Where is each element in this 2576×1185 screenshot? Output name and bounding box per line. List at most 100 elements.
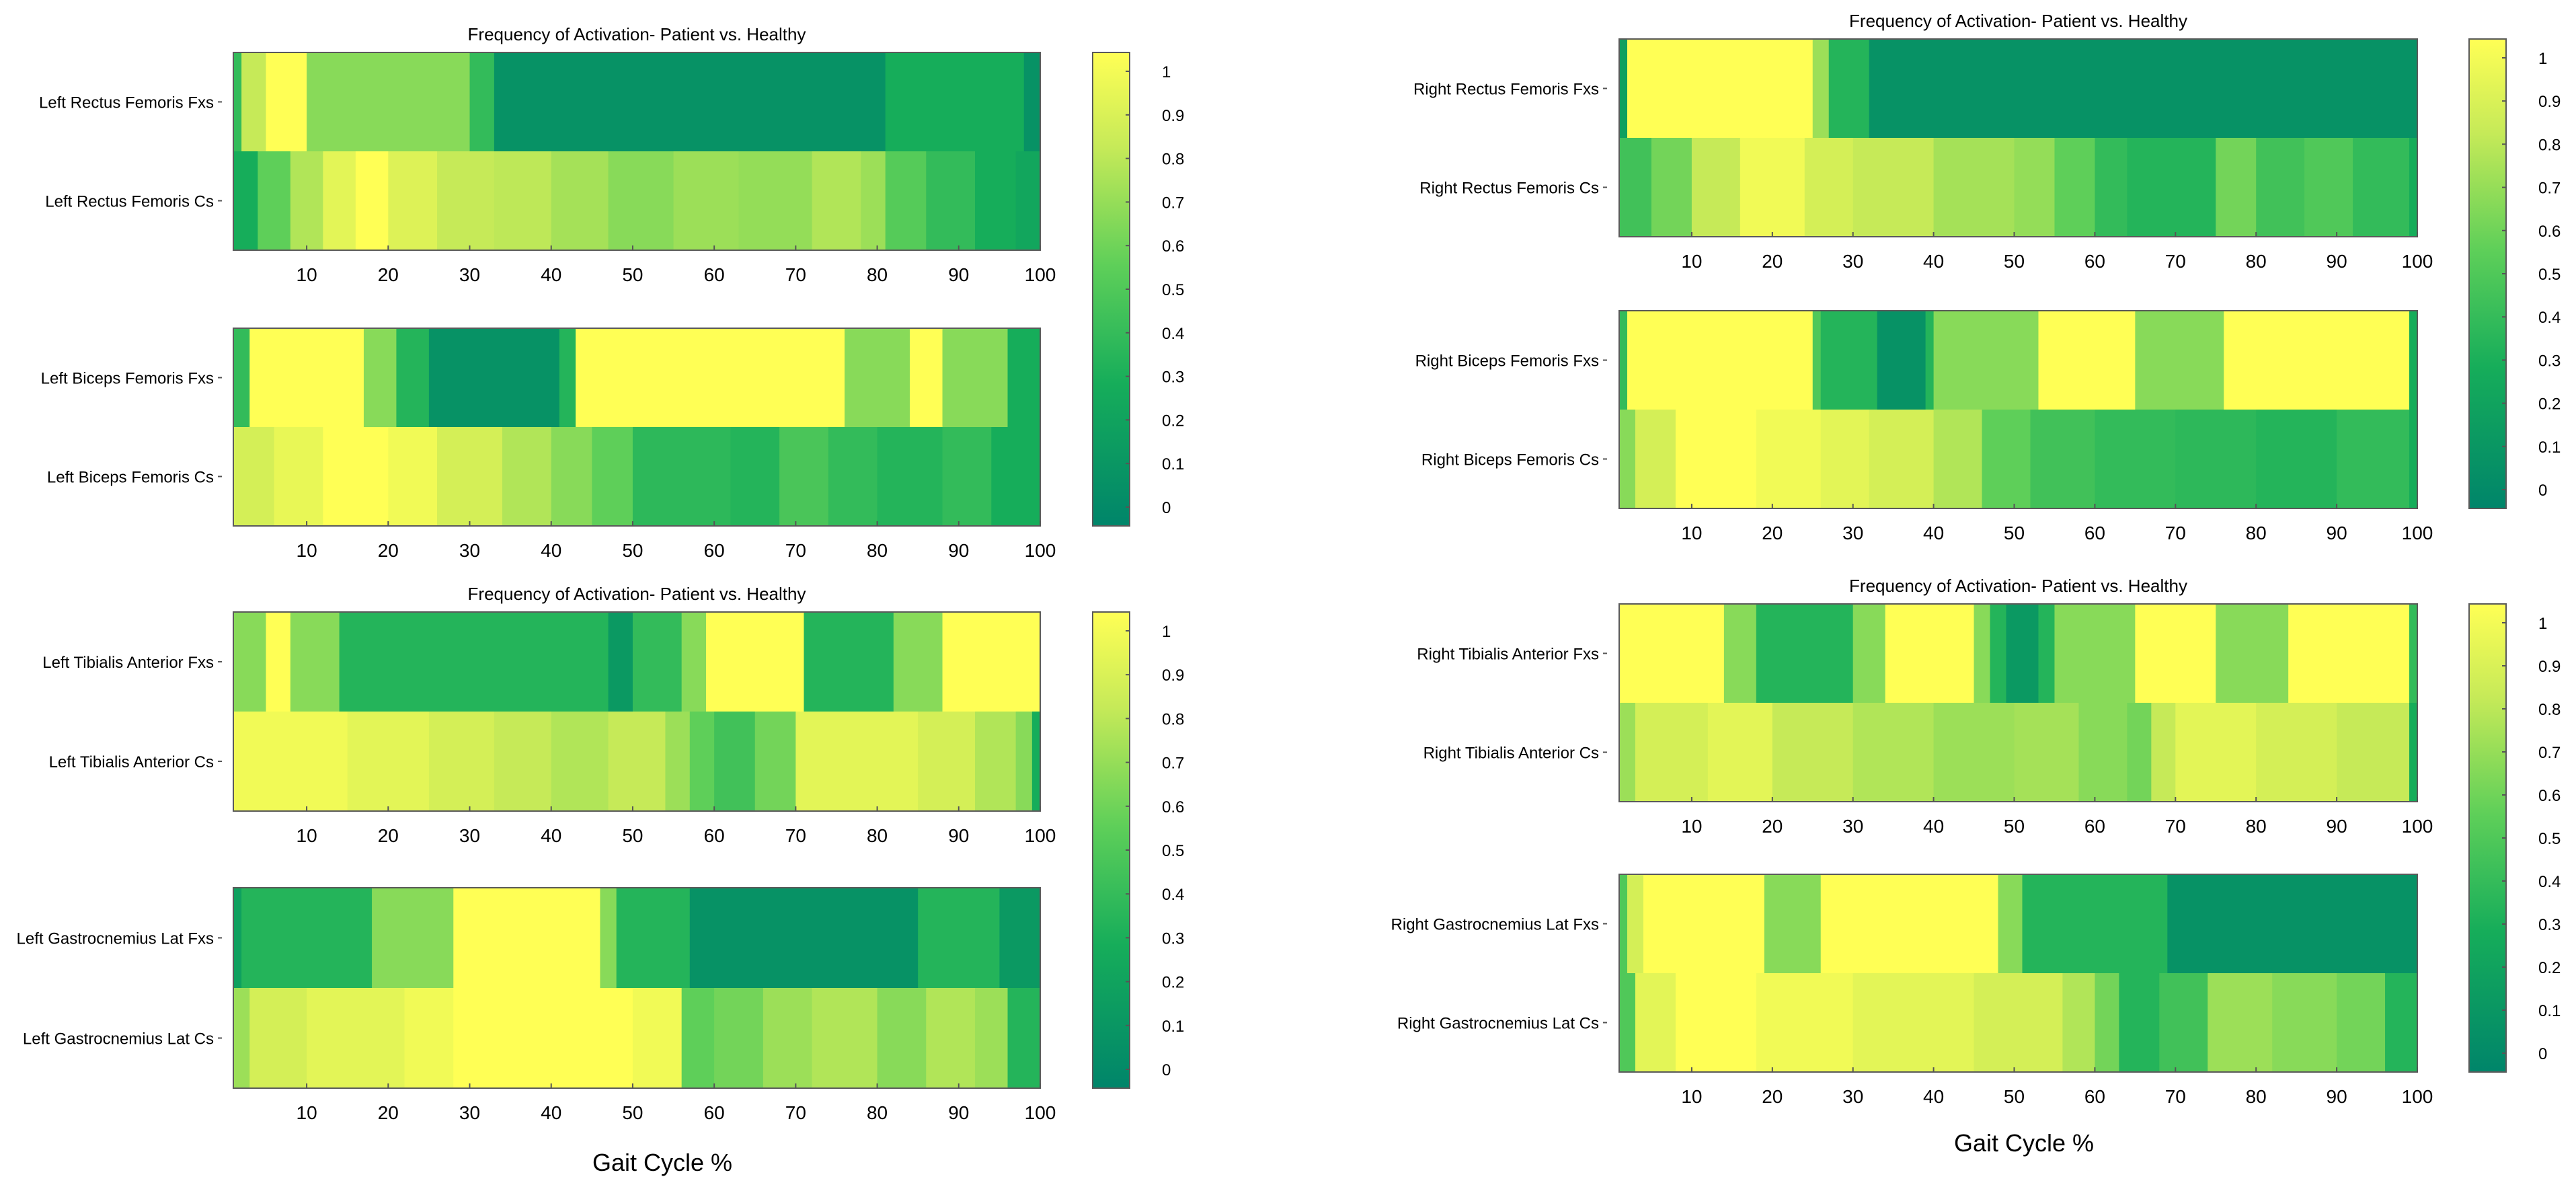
heatmap-cell xyxy=(1015,151,1041,250)
heatmap-cell xyxy=(812,151,861,250)
heatmap-cell xyxy=(795,712,919,811)
heatmap-cell xyxy=(274,427,323,526)
x-tick-label: 20 xyxy=(1762,523,1783,543)
x-tick-label: 40 xyxy=(1923,251,1944,272)
heatmap-cell xyxy=(233,888,242,988)
heatmap-cell xyxy=(1982,410,2031,508)
colorbar-tick-label: 0.2 xyxy=(2538,959,2561,977)
heatmap-cell xyxy=(551,712,609,811)
heatmap-cell xyxy=(453,988,633,1088)
heatmap-cell xyxy=(665,712,691,811)
heatmap-row xyxy=(1619,973,2418,1072)
heatmap-cell xyxy=(608,151,674,250)
x-tick-label: 30 xyxy=(1842,1086,1863,1107)
x-tick-label: 70 xyxy=(2165,523,2186,543)
heatmap-cell xyxy=(1990,604,2007,703)
plot-frame xyxy=(1618,603,2418,802)
x-tick-label: 80 xyxy=(867,264,888,285)
heatmap-cell xyxy=(1651,138,1692,237)
colorbar-tick-label: 0.6 xyxy=(2538,787,2561,805)
colorbar-tick-label: 0.1 xyxy=(1162,1018,1184,1036)
heatmap-cell xyxy=(1933,311,2039,410)
heatmap-cell xyxy=(999,888,1041,988)
heatmap-cell xyxy=(576,328,845,427)
row-label: Right Tibialis Anterior Cs xyxy=(1423,744,1599,763)
colorbar-tick-label: 0.4 xyxy=(2538,309,2561,327)
colorbar-tick-label: 0.4 xyxy=(2538,873,2561,891)
heatmap-cell xyxy=(706,612,805,712)
heatmap-cell xyxy=(1756,973,1854,1072)
colorbar-tick-label: 0.6 xyxy=(2538,223,2561,241)
heatmap-cell xyxy=(2409,311,2418,410)
x-tick-label: 60 xyxy=(704,1102,725,1123)
heatmap-cell xyxy=(1812,39,1830,138)
heatmap-cell xyxy=(975,151,1017,250)
heatmap-cell xyxy=(2216,604,2289,703)
colorbar-tick-label: 0.3 xyxy=(2538,352,2561,370)
heatmap-panel-right-bf: Right Biceps Femoris Fxs Right Biceps Fem… xyxy=(1415,310,2433,543)
heatmap-cell xyxy=(437,151,495,250)
heatmap-cell xyxy=(249,988,307,1088)
x-tick-label: 80 xyxy=(867,540,888,561)
heatmap-cell xyxy=(2353,138,2410,237)
heatmap-cell xyxy=(2337,703,2410,802)
plot-frame xyxy=(233,611,1041,812)
heatmap-cell xyxy=(355,151,389,250)
heatmap-cell xyxy=(551,427,592,526)
heatmap-cell xyxy=(1007,328,1041,427)
x-tick-label: 10 xyxy=(1681,251,1702,272)
heatmap-cell xyxy=(1627,311,1813,410)
heatmap-cell xyxy=(551,151,609,250)
x-tick-label: 10 xyxy=(297,1102,317,1123)
heatmap-cell xyxy=(918,888,1000,988)
heatmap-cell xyxy=(812,988,878,1088)
colorbar-tick-label: 0.4 xyxy=(1162,886,1184,904)
heatmap-cell xyxy=(616,888,691,988)
heatmap-cell xyxy=(502,427,552,526)
heatmap-cell xyxy=(763,988,813,1088)
row-label: Left Biceps Femoris Fxs xyxy=(41,370,214,388)
colorbar-tick-label: 0.8 xyxy=(1162,151,1184,169)
heatmap-cell xyxy=(1619,39,1628,138)
heatmap-cell xyxy=(290,151,323,250)
heatmap-cell xyxy=(266,612,291,712)
heatmap-cell xyxy=(942,427,992,526)
colorbar-tick-label: 0.3 xyxy=(2538,916,2561,934)
heatmap-cell xyxy=(2288,604,2410,703)
heatmap-cell xyxy=(608,712,666,811)
heatmap-cell xyxy=(388,151,438,250)
x-tick-label: 50 xyxy=(622,1102,643,1123)
heatmap-cell xyxy=(2175,703,2257,802)
heatmap-cell xyxy=(991,427,1041,526)
heatmap-cell xyxy=(689,888,919,988)
colorbar xyxy=(2468,603,2507,1073)
heatmap-cell xyxy=(2337,973,2386,1072)
heatmap-cell xyxy=(1852,703,1935,802)
heatmap-cell xyxy=(233,988,250,1088)
heatmap-cell xyxy=(233,52,242,151)
colorbar-tick-label: 0.3 xyxy=(1162,369,1184,387)
x-tick-label: 10 xyxy=(1681,816,1702,837)
panel-title: Frequency of Activation- Patient vs. Hea… xyxy=(468,584,806,604)
heatmap-cell xyxy=(714,712,756,811)
heatmap-cell xyxy=(339,612,609,712)
heatmap-cell xyxy=(494,151,552,250)
x-tick-label: 30 xyxy=(459,264,480,285)
heatmap-cell xyxy=(2038,604,2056,703)
heatmap-cell xyxy=(1635,973,1676,1072)
row-label: Left Rectus Femoris Cs xyxy=(45,193,214,211)
colorbar-tick-label: 0.5 xyxy=(2538,266,2561,284)
heatmap-row xyxy=(233,427,1041,526)
right-x-caption: Gait Cycle % xyxy=(1954,1129,2094,1157)
heatmap-cell xyxy=(975,712,1017,811)
x-tick-label: 20 xyxy=(1762,1086,1783,1107)
heatmap-row xyxy=(1619,39,2418,138)
heatmap-cell xyxy=(2014,138,2056,237)
colorbar-tick-label: 0.8 xyxy=(1162,710,1184,728)
heatmap-panel-left-rf: Frequency of Activation- Patient vs. Hea… xyxy=(39,24,1184,527)
x-tick-label: 80 xyxy=(2246,1086,2267,1107)
heatmap-cell xyxy=(2159,973,2208,1072)
x-tick-label: 100 xyxy=(2402,1086,2433,1107)
colorbar-tick-label: 0 xyxy=(2538,482,2547,500)
